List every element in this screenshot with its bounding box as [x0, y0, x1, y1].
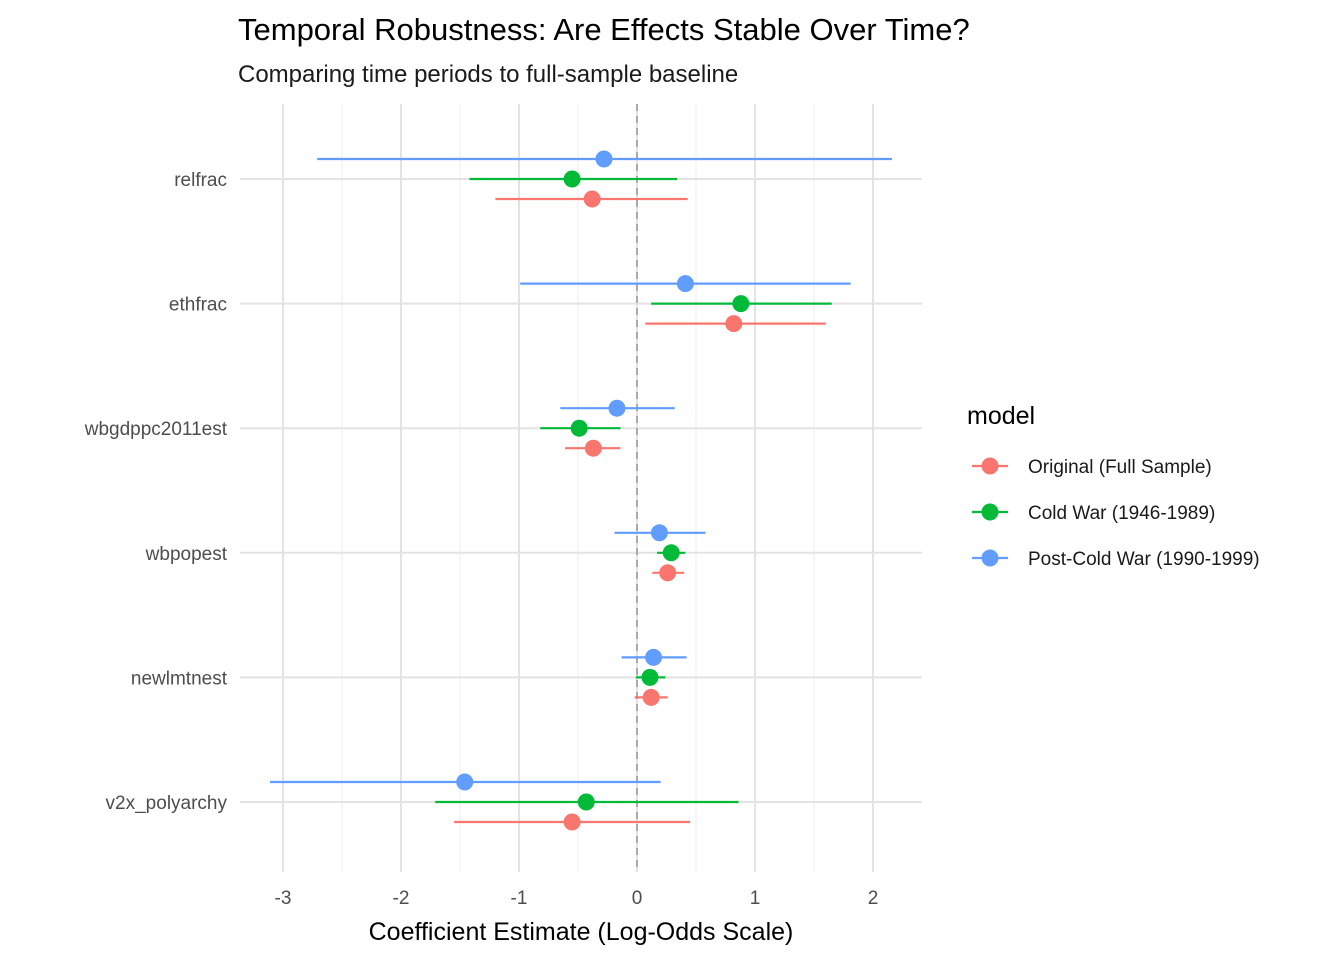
chart-title: Temporal Robustness: Are Effects Stable … — [238, 12, 970, 47]
plot-marks — [270, 150, 892, 831]
legend-title: model — [967, 402, 1035, 430]
y-tick-label: relfrac — [174, 170, 227, 191]
legend: Original (Full Sample) Cold War (1946-198… — [972, 457, 1260, 570]
x-tick-label: 0 — [632, 888, 643, 909]
point-estimate — [676, 275, 694, 293]
legend-key-point — [981, 549, 999, 567]
point-estimate — [456, 773, 474, 791]
chart-subtitle: Comparing time periods to full-sample ba… — [238, 61, 738, 88]
x-axis-ticks: -3 -2 -1 0 1 2 — [275, 888, 879, 909]
y-tick-label: wbpopest — [145, 544, 228, 565]
point-estimate — [725, 315, 743, 333]
point-estimate — [608, 399, 626, 417]
y-tick-label: v2x_polyarchy — [106, 793, 228, 814]
legend-label: Post-Cold War (1990-1999) — [1028, 549, 1260, 570]
point-estimate — [642, 688, 660, 706]
legend-key-point — [981, 503, 999, 521]
point-estimate — [563, 813, 581, 831]
point-estimate — [662, 544, 680, 562]
grid-lines — [240, 104, 922, 872]
point-estimate — [732, 295, 750, 313]
point-estimate — [570, 419, 588, 437]
x-tick-label: 1 — [750, 888, 761, 909]
point-estimate — [563, 170, 581, 188]
y-axis-ticks: relfrac ethfrac wbgdppc2011est wbpopest newl… — [84, 170, 228, 814]
legend-label: Cold War (1946-1989) — [1028, 503, 1215, 524]
y-tick-label: ethfrac — [169, 295, 227, 316]
legend-label: Original (Full Sample) — [1028, 457, 1212, 478]
y-tick-label: newlmtnest — [131, 668, 228, 689]
point-estimate — [595, 150, 613, 168]
point-estimate — [584, 439, 602, 457]
legend-key-point — [981, 457, 999, 475]
x-tick-label: -2 — [393, 888, 410, 909]
x-tick-label: -1 — [511, 888, 528, 909]
point-estimate — [650, 524, 668, 542]
point-estimate — [645, 648, 663, 666]
point-estimate — [641, 668, 659, 686]
x-tick-label: 2 — [868, 888, 879, 909]
point-estimate — [583, 190, 601, 208]
point-estimate — [577, 793, 595, 811]
x-axis-label: Coefficient Estimate (Log-Odds Scale) — [369, 918, 794, 946]
x-tick-label: -3 — [275, 888, 292, 909]
y-tick-label: wbgdppc2011est — [84, 419, 228, 440]
point-estimate — [659, 564, 677, 582]
